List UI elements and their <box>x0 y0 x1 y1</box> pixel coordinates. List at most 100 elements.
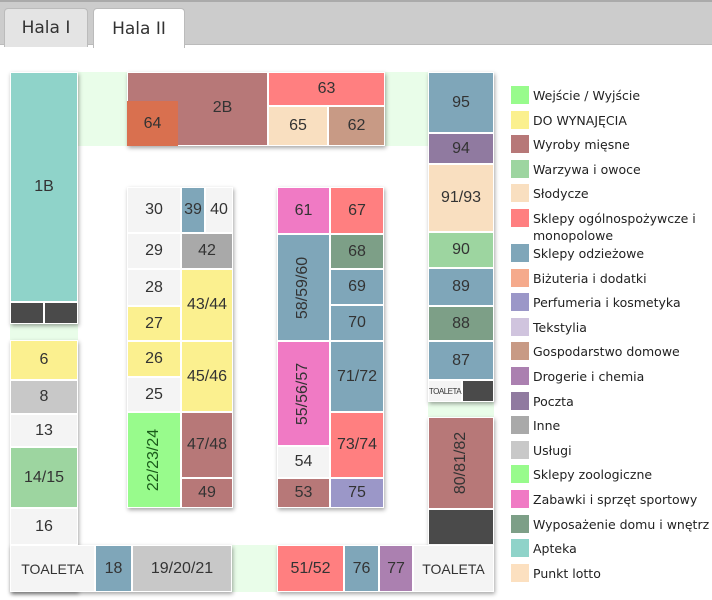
legend-swatch <box>511 514 529 533</box>
legend-item: Tekstylia <box>511 317 711 343</box>
toilet-right[interactable]: TOALETA <box>428 380 462 402</box>
stall-58-59-60[interactable]: 58/59/60 <box>277 234 330 341</box>
stall-71-72[interactable]: 71/72 <box>330 341 384 412</box>
stall-64[interactable]: 64 <box>127 101 178 146</box>
stall-45-46[interactable]: 45/46 <box>181 341 233 412</box>
legend-label: DO WYNAJĘCIA <box>533 112 627 128</box>
legend-label: Punkt lotto <box>533 565 601 581</box>
stall-13[interactable]: 13 <box>10 414 78 447</box>
legend-item: Zabawki i sprzęt sportowy <box>511 489 711 515</box>
stall-26[interactable]: 26 <box>127 341 181 377</box>
stall-54[interactable]: 54 <box>277 446 330 478</box>
stall-90[interactable]: 90 <box>428 232 494 268</box>
legend-label: Wejście / Wyjście <box>533 88 641 103</box>
legend-item: Biżuteria i dodatki <box>511 268 711 294</box>
stall-18[interactable]: 18 <box>95 545 132 592</box>
stall-22-23-24[interactable]: 22/23/24 <box>127 412 181 508</box>
stall-69[interactable]: 69 <box>330 269 384 305</box>
corridor-zone <box>232 545 278 592</box>
toilet-bottom-left[interactable]: TOALETA <box>10 545 95 592</box>
stall-88[interactable]: 88 <box>428 306 494 341</box>
stall-19-20-21[interactable]: 19/20/21 <box>132 545 232 592</box>
stall-75[interactable]: 75 <box>330 478 384 508</box>
legend-label: Inne <box>533 418 561 434</box>
stall-label: 22/23/24 <box>145 428 162 492</box>
stall-label: 58/59/60 <box>294 256 312 319</box>
tab-hala-2[interactable]: Hala II <box>93 8 185 48</box>
stall-14-15[interactable]: 14/15 <box>10 447 78 508</box>
legend-item: Warzywa i owoce <box>511 159 711 185</box>
stall-77[interactable]: 77 <box>379 545 413 592</box>
hall-tabs: Hala I Hala II <box>0 0 712 48</box>
legend-item: Punkt lotto <box>511 563 711 589</box>
stall-dark <box>428 509 494 545</box>
stall-42[interactable]: 42 <box>181 233 233 269</box>
stall-73-74[interactable]: 73/74 <box>330 412 384 478</box>
legend-swatch <box>511 243 529 262</box>
legend-item: Słodycze <box>511 184 711 209</box>
tab-hala-1[interactable]: Hala I <box>4 8 88 47</box>
stall-25[interactable]: 25 <box>127 377 181 412</box>
stall-61[interactable]: 61 <box>277 187 330 234</box>
stall-40[interactable]: 40 <box>205 187 233 233</box>
stall-95[interactable]: 95 <box>428 72 494 133</box>
legend-swatch <box>511 135 529 154</box>
legend-label: Drogerie i chemia <box>533 368 645 384</box>
legend-swatch <box>511 391 529 410</box>
block-bottom-right: 51/52 76 77 TOALETA <box>277 545 494 592</box>
stall-dark <box>462 380 494 402</box>
stall-91-93[interactable]: 91/93 <box>428 164 494 232</box>
stall-63[interactable]: 63 <box>268 72 385 106</box>
corridor-zone <box>428 402 494 417</box>
stall-62[interactable]: 62 <box>328 106 385 146</box>
block-left-bottom: 6 8 13 14/15 16 TOALETA 18 19/20/21 <box>10 340 232 592</box>
stall-53[interactable]: 53 <box>277 478 330 508</box>
legend-label: Usługi <box>533 442 572 458</box>
stall-dark <box>10 302 44 324</box>
legend-item: Usługi <box>511 440 711 466</box>
stall-70[interactable]: 70 <box>330 305 384 341</box>
stall-16[interactable]: 16 <box>10 508 78 545</box>
stall-89[interactable]: 89 <box>428 268 494 306</box>
stall-51-52[interactable]: 51/52 <box>277 545 344 592</box>
stall-1b[interactable]: 1B <box>10 72 78 302</box>
stall-76[interactable]: 76 <box>344 545 379 592</box>
stall-27[interactable]: 27 <box>127 306 181 341</box>
legend-label: Sklepy ogólnospożywcze i monopolowe <box>533 210 696 243</box>
toilet-bottom-right[interactable]: TOALETA <box>413 545 494 592</box>
stall-28[interactable]: 28 <box>127 269 181 306</box>
legend-item: Gospodarstwo domowe <box>511 342 711 367</box>
legend-swatch <box>511 563 529 582</box>
legend-swatch <box>511 465 529 484</box>
stall-55-56-57[interactable]: 55/56/57 <box>277 341 330 446</box>
block-1b: 1B <box>10 72 78 324</box>
stall-8[interactable]: 8 <box>10 380 78 414</box>
legend-swatch <box>511 416 529 435</box>
legend-swatch <box>511 86 529 104</box>
stall-29[interactable]: 29 <box>127 233 181 269</box>
stall-65[interactable]: 65 <box>268 106 328 146</box>
stall-30[interactable]: 30 <box>127 187 181 233</box>
stall-94[interactable]: 94 <box>428 133 494 164</box>
stall-87[interactable]: 87 <box>428 341 494 380</box>
legend-swatch <box>511 489 529 508</box>
stall-43-44[interactable]: 43/44 <box>181 269 233 341</box>
legend-item: Poczta <box>511 391 711 417</box>
block-middle-left: 30 39 40 29 42 28 27 43/44 26 25 45/46 2… <box>127 187 233 508</box>
legend-swatch <box>511 110 529 129</box>
block-middle-right: 61 67 58/59/60 68 69 70 55/56/57 54 71/7… <box>277 187 384 508</box>
stall-dark <box>44 302 78 324</box>
stall-49[interactable]: 49 <box>181 478 233 508</box>
legend-item: Inne <box>511 416 711 441</box>
stall-67[interactable]: 67 <box>330 187 384 234</box>
stall-80-81-82[interactable]: 80/81/82 <box>428 417 494 509</box>
stall-68[interactable]: 68 <box>330 234 384 269</box>
legend-label: Apteka <box>533 541 577 557</box>
stall-47-48[interactable]: 47/48 <box>181 412 233 478</box>
legend-item: Wyposażenie domu i wnętrz <box>511 514 711 540</box>
stall-6[interactable]: 6 <box>10 340 78 380</box>
legend-label: Gospodarstwo domowe <box>533 344 680 360</box>
legend-label: Warzywa i owoce <box>533 161 641 177</box>
stall-39[interactable]: 39 <box>181 187 205 233</box>
legend-swatch <box>511 293 529 312</box>
